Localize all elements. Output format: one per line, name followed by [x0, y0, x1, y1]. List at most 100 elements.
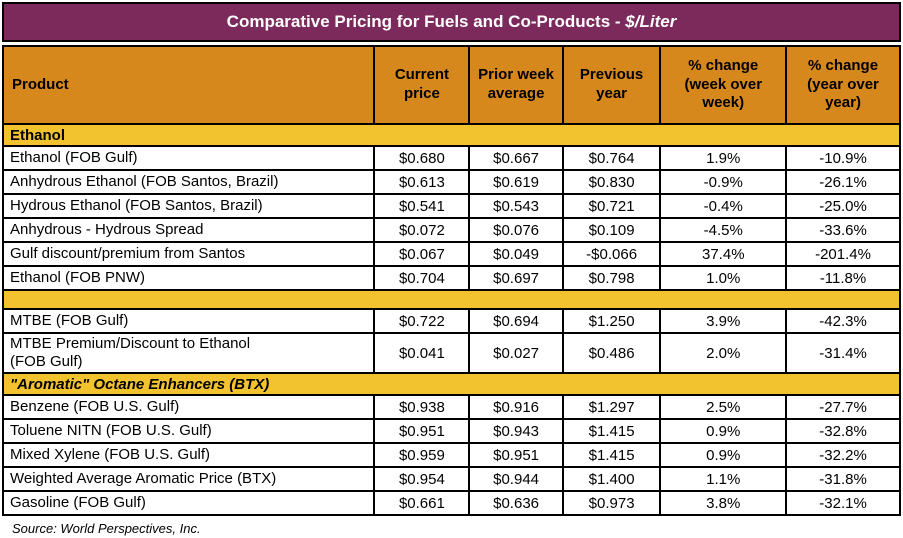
current-price-cell: $0.067 — [373, 241, 471, 267]
product-cell: Gasoline (FOB Gulf) — [1, 490, 376, 516]
prior-week-average-cell: $0.636 — [468, 490, 564, 516]
current-price-cell: $0.613 — [373, 169, 471, 195]
wow-change-cell: 2.5% — [659, 394, 788, 420]
table-row: MTBE (FOB Gulf) $0.722 $0.694 $1.250 3.9% -42… — [1, 308, 901, 334]
yoy-change-cell: -26.1% — [785, 169, 901, 195]
product-cell: MTBE (FOB Gulf) — [1, 308, 376, 334]
previous-year-cell: -$0.066 — [561, 241, 662, 267]
column-header-previous-year: Previous year — [561, 45, 662, 125]
prior-week-average-cell: $0.916 — [468, 394, 564, 420]
column-header-pct-change-yoy: % change (year over year) — [785, 45, 901, 125]
previous-year-cell: $1.415 — [561, 442, 662, 468]
previous-year-cell: $1.297 — [561, 394, 662, 420]
yoy-change-cell: -32.1% — [785, 490, 901, 516]
product-cell: Toluene NITN (FOB U.S. Gulf) — [1, 418, 376, 444]
spacer-row — [2, 289, 901, 310]
previous-year-cell: $1.400 — [561, 466, 662, 492]
prior-week-average-cell: $0.027 — [468, 332, 564, 374]
previous-year-cell: $0.486 — [561, 332, 662, 374]
wow-change-cell: -0.4% — [659, 193, 788, 219]
product-cell: Ethanol (FOB PNW) — [1, 265, 376, 291]
table-row: Hydrous Ethanol (FOB Santos, Brazil) $0.5… — [1, 193, 901, 219]
prior-week-average-cell: $0.951 — [468, 442, 564, 468]
product-cell: Ethanol (FOB Gulf) — [1, 145, 376, 171]
current-price-cell: $0.072 — [373, 217, 471, 243]
yoy-change-cell: -201.4% — [785, 241, 901, 267]
prior-week-average-cell: $0.694 — [468, 308, 564, 334]
table-row: MTBE Premium/Discount to Ethanol (FOB Gu… — [1, 332, 901, 374]
section-label: "Aromatic" Octane Enhancers (BTX) — [2, 372, 901, 396]
table-row: Benzene (FOB U.S. Gulf) $0.938 $0.916 $1.29… — [1, 394, 901, 420]
column-header-product: Product — [1, 45, 376, 125]
prior-week-average-cell: $0.076 — [468, 217, 564, 243]
current-price-cell: $0.959 — [373, 442, 471, 468]
yoy-change-cell: -31.4% — [785, 332, 901, 374]
previous-year-cell: $0.973 — [561, 490, 662, 516]
yoy-change-cell: -32.2% — [785, 442, 901, 468]
prior-week-average-cell: $0.619 — [468, 169, 564, 195]
previous-year-cell: $0.830 — [561, 169, 662, 195]
previous-year-cell: $0.764 — [561, 145, 662, 171]
previous-year-cell: $0.798 — [561, 265, 662, 291]
current-price-cell: $0.680 — [373, 145, 471, 171]
table-row: Ethanol (FOB PNW) $0.704 $0.697 $0.798 1.0% -… — [1, 265, 901, 291]
wow-change-cell: 1.0% — [659, 265, 788, 291]
column-header-pct-change-wow: % change (week over week) — [659, 45, 788, 125]
yoy-change-cell: -32.8% — [785, 418, 901, 444]
prior-week-average-cell: $0.543 — [468, 193, 564, 219]
section-header-row: Ethanol — [2, 123, 901, 147]
yoy-change-cell: -27.7% — [785, 394, 901, 420]
section-label: Ethanol — [2, 123, 901, 147]
product-cell: MTBE Premium/Discount to Ethanol (FOB Gu… — [1, 332, 376, 374]
yoy-change-cell: -31.8% — [785, 466, 901, 492]
prior-week-average-cell: $0.697 — [468, 265, 564, 291]
product-cell: Gulf discount/premium from Santos — [1, 241, 376, 267]
wow-change-cell: 1.1% — [659, 466, 788, 492]
previous-year-cell: $1.250 — [561, 308, 662, 334]
prior-week-average-cell: $0.944 — [468, 466, 564, 492]
column-header-current-price: Current price — [373, 45, 471, 125]
current-price-cell: $0.954 — [373, 466, 471, 492]
current-price-cell: $0.704 — [373, 265, 471, 291]
table-title-unit: $/Liter — [625, 12, 677, 31]
product-cell: Anhydrous Ethanol (FOB Santos, Brazil) — [1, 169, 376, 195]
table-row: Ethanol (FOB Gulf) $0.680 $0.667 $0.764 1.9%… — [1, 145, 901, 171]
pricing-table: Product Current price Prior week average… — [1, 45, 901, 516]
current-price-cell: $0.541 — [373, 193, 471, 219]
table-row: Gulf discount/premium from Santos $0.067 $… — [1, 241, 901, 267]
yoy-change-cell: -42.3% — [785, 308, 901, 334]
wow-change-cell: 0.9% — [659, 442, 788, 468]
yoy-change-cell: -10.9% — [785, 145, 901, 171]
previous-year-cell: $0.721 — [561, 193, 662, 219]
product-cell: Mixed Xylene (FOB U.S. Gulf) — [1, 442, 376, 468]
wow-change-cell: -0.9% — [659, 169, 788, 195]
wow-change-cell: 3.8% — [659, 490, 788, 516]
current-price-cell: $0.951 — [373, 418, 471, 444]
column-header-prior-week-average: Prior week average — [468, 45, 564, 125]
yoy-change-cell: -25.0% — [785, 193, 901, 219]
previous-year-cell: $0.109 — [561, 217, 662, 243]
section-header-row: "Aromatic" Octane Enhancers (BTX) — [2, 372, 901, 396]
previous-year-cell: $1.415 — [561, 418, 662, 444]
table-row: Anhydrous - Hydrous Spread $0.072 $0.076 $0… — [1, 217, 901, 243]
source-note: Source: World Perspectives, Inc. — [12, 521, 201, 536]
table-title-text: Comparative Pricing for Fuels and Co-Pro… — [226, 12, 626, 31]
table-row: Anhydrous Ethanol (FOB Santos, Brazil) $0… — [1, 169, 901, 195]
prior-week-average-cell: $0.943 — [468, 418, 564, 444]
yoy-change-cell: -11.8% — [785, 265, 901, 291]
wow-change-cell: 1.9% — [659, 145, 788, 171]
table-row: Gasoline (FOB Gulf) $0.661 $0.636 $0.973 3.8… — [1, 490, 901, 516]
header-row: Product Current price Prior week average… — [1, 45, 901, 125]
product-cell: Anhydrous - Hydrous Spread — [1, 217, 376, 243]
wow-change-cell: 3.9% — [659, 308, 788, 334]
wow-change-cell: 2.0% — [659, 332, 788, 374]
spacer-cell — [2, 289, 901, 310]
yoy-change-cell: -33.6% — [785, 217, 901, 243]
table-row: Toluene NITN (FOB U.S. Gulf) $0.951 $0.943… — [1, 418, 901, 444]
product-cell: Weighted Average Aromatic Price (BTX) — [1, 466, 376, 492]
wow-change-cell: 0.9% — [659, 418, 788, 444]
current-price-cell: $0.661 — [373, 490, 471, 516]
current-price-cell: $0.041 — [373, 332, 471, 374]
current-price-cell: $0.938 — [373, 394, 471, 420]
